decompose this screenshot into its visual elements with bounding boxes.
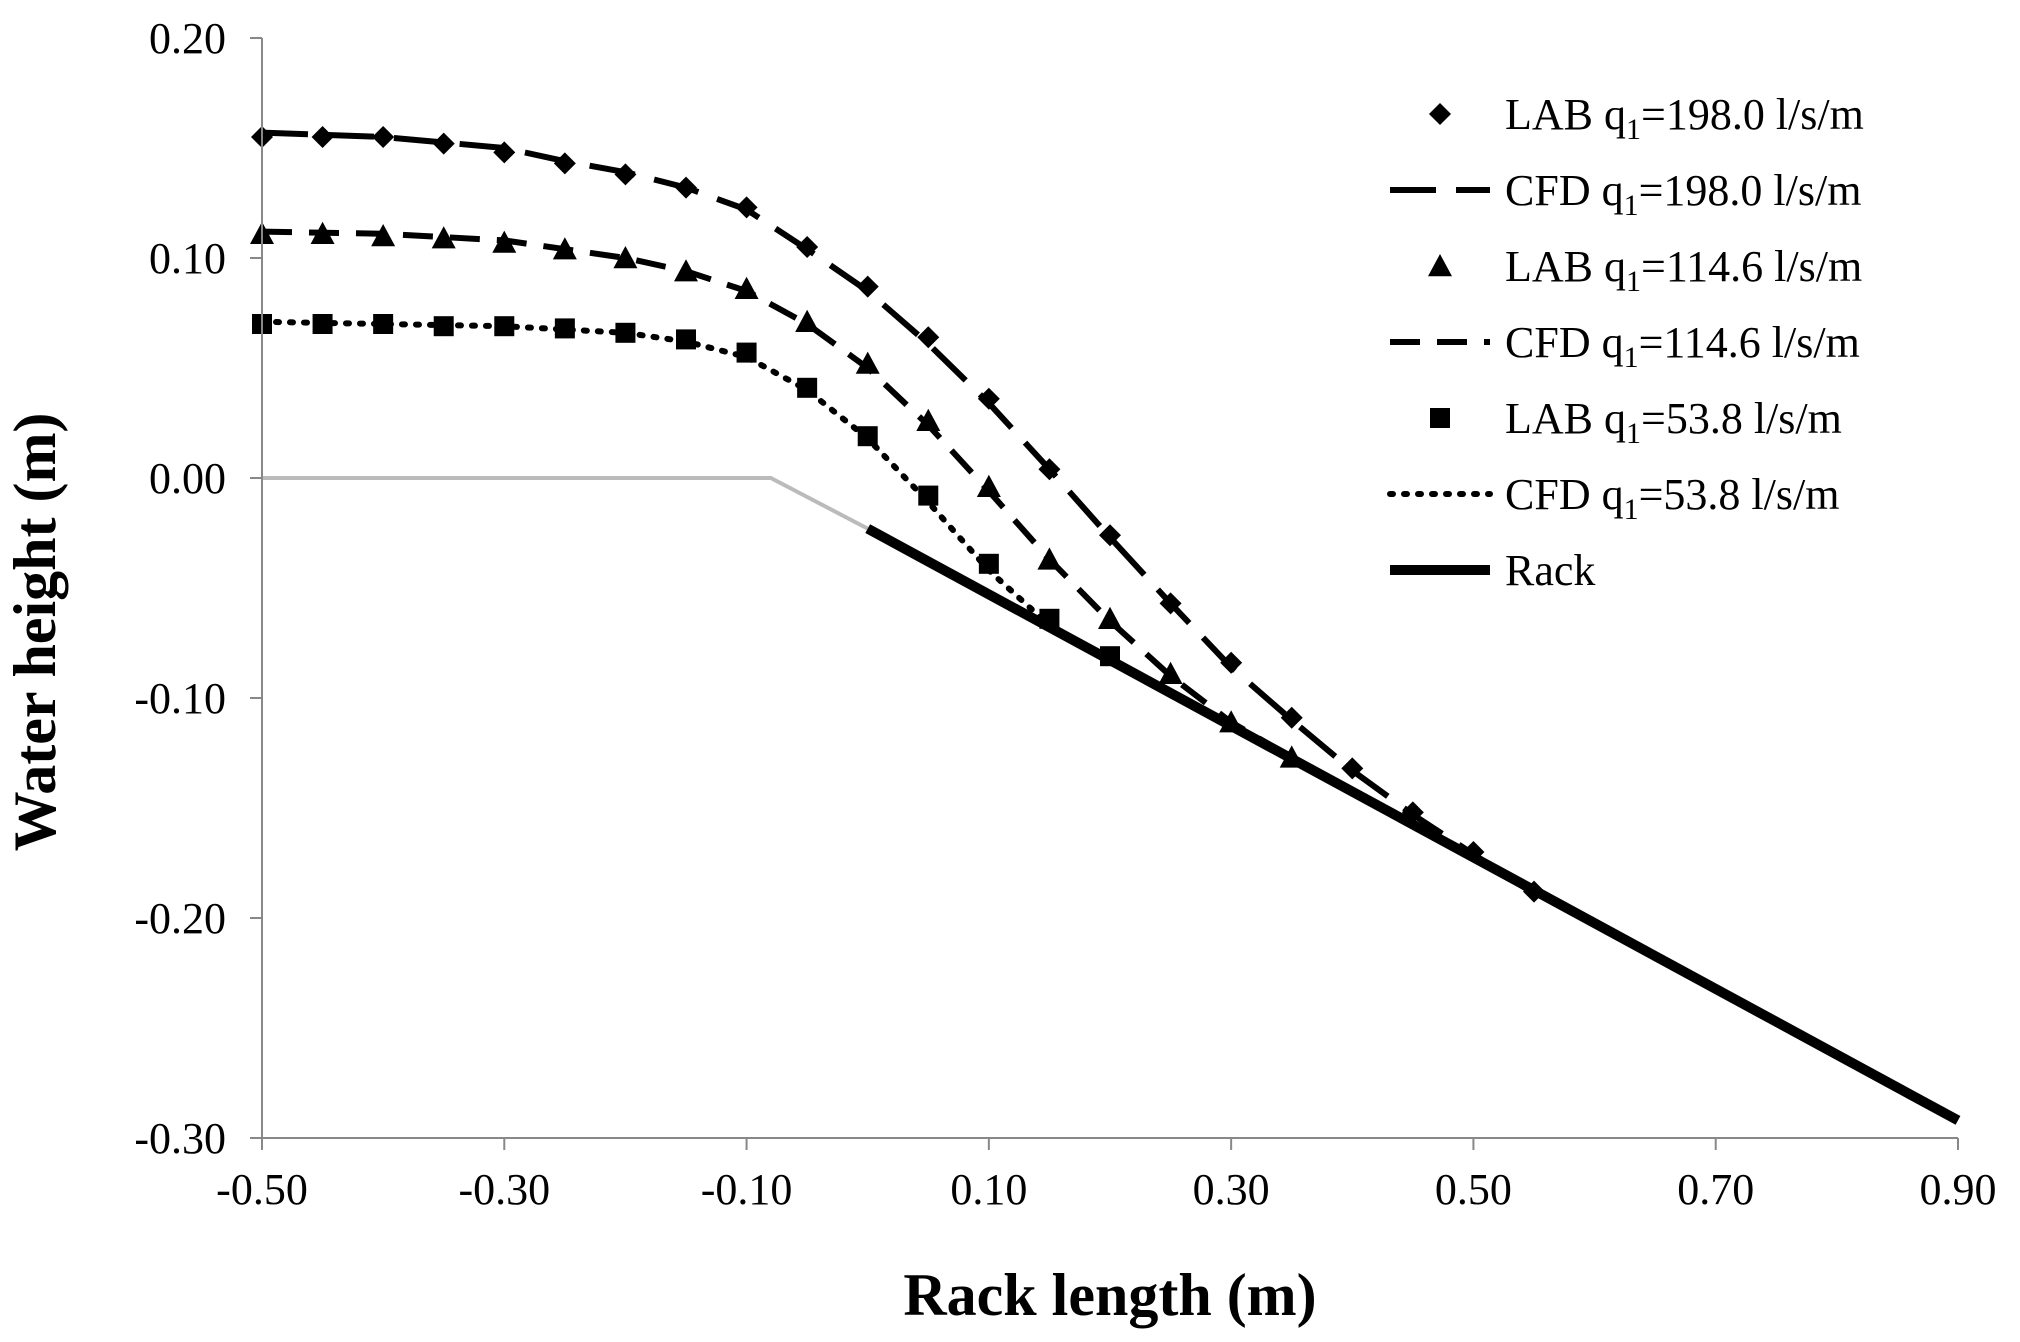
y-tick-label: -0.20 (134, 894, 226, 943)
square-point (857, 426, 878, 447)
y-axis-title: Water height (m) (2, 413, 68, 852)
x-tick-label: 0.30 (1193, 1165, 1270, 1214)
axes (261, 38, 1958, 1139)
reference-line (262, 476, 869, 531)
triangle-point (613, 246, 638, 269)
square-point (373, 314, 394, 334)
triangle-point (674, 259, 698, 282)
diamond-point (553, 152, 576, 175)
y-tick-label: 0.20 (149, 14, 226, 63)
diamond-point (796, 236, 819, 258)
series-line-cfd (261, 129, 1536, 897)
diamond-point (311, 126, 334, 148)
diamond-point (432, 132, 455, 155)
diamond-point (1401, 801, 1424, 824)
diamond-point (1038, 458, 1061, 481)
x-tick-label: 0.50 (1435, 1165, 1512, 1214)
legend-label: Rack (1505, 546, 1595, 595)
square-point (736, 342, 757, 363)
square-point (615, 322, 636, 343)
x-tick-label: -0.30 (458, 1165, 550, 1214)
diamond-point (1280, 706, 1303, 729)
diamond-point (614, 163, 637, 186)
triangle-point (1098, 606, 1122, 629)
triangle-point (492, 230, 517, 253)
x-axis-title: Rack length (m) (903, 1262, 1316, 1328)
legend-diamond-marker (1429, 103, 1451, 125)
series-line-cfd (259, 318, 1113, 662)
diamond-point (1341, 757, 1364, 780)
y-tick-label: 0.10 (149, 234, 226, 283)
y-tick-label: -0.30 (134, 1114, 226, 1163)
diamond-point (1462, 841, 1485, 863)
square-point (676, 329, 696, 350)
triangle-point (1219, 710, 1244, 733)
y-tick-label: -0.10 (134, 674, 226, 723)
triangle-point (795, 309, 820, 332)
legend-label: CFD q1=114.6 l/s/m (1505, 318, 1860, 374)
triangle-point (310, 221, 335, 244)
diamond-point (735, 196, 758, 219)
diamond-point (493, 141, 516, 164)
legend-label: CFD q1=53.8 l/s/m (1505, 470, 1839, 526)
reference-layer (262, 476, 869, 531)
x-tick-label: -0.50 (216, 1165, 308, 1214)
triangle-point (734, 276, 759, 299)
triangle-point (552, 237, 577, 260)
legend-label: LAB q1=198.0 l/s/m (1505, 90, 1864, 146)
square-point (1039, 608, 1060, 629)
series-layer (250, 126, 1961, 1125)
legend-label: LAB q1=114.6 l/s/m (1505, 242, 1862, 298)
diamond-point (1523, 880, 1545, 903)
triangle-point (1279, 745, 1304, 768)
y-tick-label: 0.00 (149, 454, 226, 503)
square-point (978, 553, 999, 574)
triangle-point (431, 226, 456, 249)
triangle-point (371, 224, 396, 247)
x-tick-label: 0.90 (1920, 1165, 1997, 1214)
legend-label: LAB q1=53.8 l/s/m (1505, 394, 1842, 450)
triangle-point (976, 474, 1001, 497)
triangle-point (1037, 547, 1062, 570)
diamond-point (856, 275, 879, 298)
x-tick-label: -0.10 (701, 1165, 793, 1214)
series-line-rack (865, 524, 1961, 1125)
legend-label: CFD q1=198.0 l/s/m (1505, 166, 1861, 222)
square-point (433, 316, 454, 337)
diamond-point (675, 176, 697, 199)
diamond-point (372, 126, 395, 148)
legend-square-marker (1430, 408, 1450, 428)
triangle-point (855, 351, 880, 374)
x-tick-label: 0.70 (1677, 1165, 1754, 1214)
square-point (554, 318, 575, 339)
legend-triangle-marker (1428, 254, 1452, 277)
square-point (1100, 646, 1120, 667)
diamond-point (917, 326, 940, 349)
triangle-point (1158, 661, 1183, 684)
diamond-point (1099, 524, 1121, 547)
square-point (494, 316, 515, 337)
x-tick-label: 0.10 (950, 1165, 1027, 1214)
square-point (918, 485, 939, 506)
square-point (312, 314, 333, 334)
diamond-point (1220, 651, 1243, 674)
diamond-point (1159, 592, 1182, 615)
square-point (797, 377, 818, 398)
triangle-point (916, 408, 941, 431)
tick-layer: -0.50 -0.30 -0.10 0.10 0.30 0.50 0.70 0.900.200… (134, 14, 1996, 1214)
diamond-point (977, 387, 1000, 410)
legend: LAB q1=198.0 l/s/m CFD q1=198.0 l/s/m LAB … (1387, 90, 1864, 595)
